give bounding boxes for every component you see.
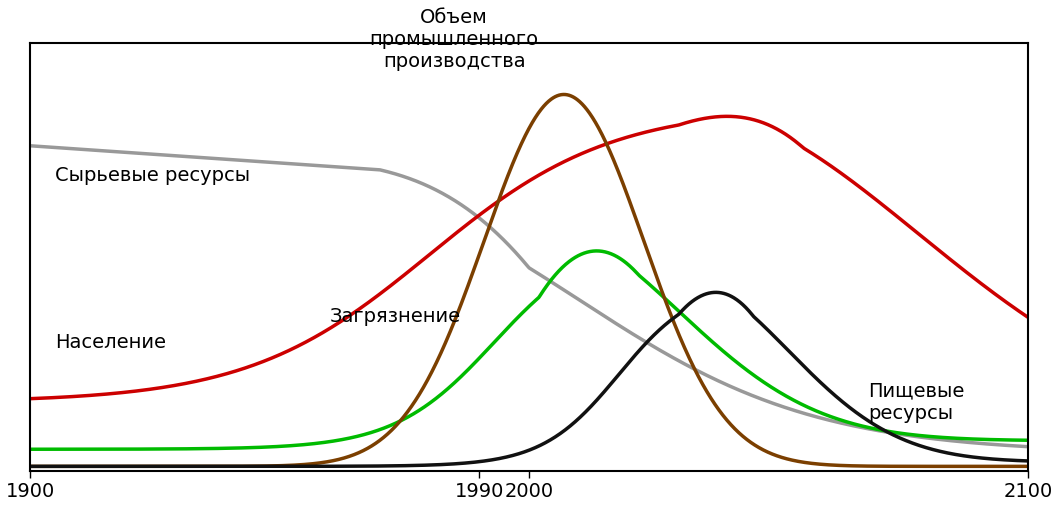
Text: Загрязнение: Загрязнение bbox=[329, 307, 460, 326]
Text: Население: Население bbox=[55, 333, 166, 352]
Text: Сырьевые ресурсы: Сырьевые ресурсы bbox=[55, 166, 251, 185]
Text: Объем
промышленного
производства: Объем промышленного производства bbox=[369, 8, 539, 71]
Text: Пищевые
ресурсы: Пищевые ресурсы bbox=[869, 382, 965, 423]
